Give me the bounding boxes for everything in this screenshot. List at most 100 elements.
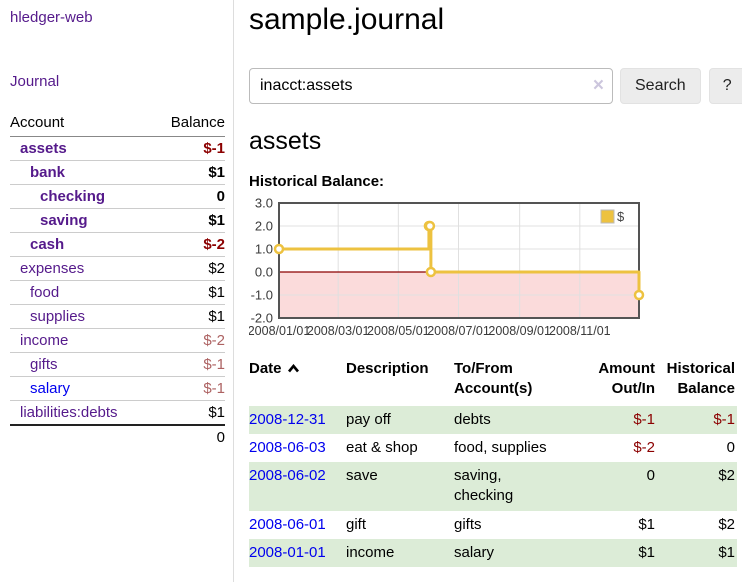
account-balance: $-1 [152,136,225,161]
register-balance: $2 [718,515,735,533]
accounts-header-balance: Balance [152,111,225,137]
register-table: Date Description To/From Account(s) Amou… [249,357,737,567]
search-form: × Search ? [249,68,742,104]
account-balance: $1 [152,304,225,329]
register-accounts: saving, checking [454,467,514,505]
account-balance: $1 [152,208,225,233]
sidebar-account-link[interactable]: assets [20,140,67,157]
y-tick-label: 1.0 [255,242,273,257]
register-date-link[interactable]: 2008-06-02 [249,467,326,484]
sidebar-account-link[interactable]: liabilities:debts [20,404,118,421]
chart-title: Historical Balance: [249,173,385,190]
journal-link[interactable]: Journal [10,73,60,90]
legend-swatch [600,209,615,224]
y-tick-label: 0.0 [255,265,273,280]
register-accounts: gifts [454,515,482,533]
account-balance: $2 [152,256,225,281]
x-tick-label: 2008/07/01 [427,324,490,338]
account-row: checking 0 [10,184,225,209]
account-row: gifts $-1 [10,352,225,377]
account-row: supplies $1 [10,304,225,329]
account-balance: $1 [152,280,225,305]
sidebar-account-link[interactable]: supplies [30,308,86,325]
y-tick-label: -2.0 [251,311,273,326]
sidebar-account-link[interactable]: salary [30,380,71,397]
account-balance: $-1 [152,352,225,377]
account-row: expenses $2 [10,256,225,281]
sidebar-account-link[interactable]: income [20,332,69,349]
register-amount: $-1 [633,410,655,428]
account-row: cash $-2 [10,232,225,257]
accounts-total-row: 0 [10,424,225,449]
x-tick-label: 2008/11/01 [549,324,611,338]
register-accounts: food, supplies [454,438,547,456]
register-row: 2008-06-01 gift gifts $1 $2 [249,511,737,539]
register-description: pay off [346,410,391,428]
register-header-amount: Amount Out/In [598,360,655,398]
account-row: assets $-1 [10,136,225,161]
clear-search-icon[interactable]: × [592,75,604,96]
account-row: liabilities:debts $1 [10,401,225,426]
account-heading: assets [249,127,322,155]
register-row: 2008-06-03 eat & shop food, supplies $-2 0 [249,434,737,462]
register-balance: $-1 [713,410,735,428]
account-balance: $-2 [152,328,225,353]
search-button[interactable]: Search [620,68,701,104]
account-row: salary $-1 [10,376,225,401]
x-tick-label: 2008/03/01 [307,324,370,338]
sidebar: hledger-web Journal Account Balance asse… [0,0,234,582]
register-balance: $2 [718,467,735,484]
sidebar-account-link[interactable]: saving [40,212,88,229]
register-balance: $1 [718,543,735,561]
register-row: 2008-12-31 pay off debts $-1 $-1 [249,405,737,434]
register-amount: $-2 [633,438,655,456]
y-tick-label: 2.0 [255,219,273,234]
account-balance: 0 [152,184,225,209]
sidebar-account-link[interactable]: bank [30,164,66,181]
account-row: income $-2 [10,328,225,353]
register-balance: 0 [726,438,735,456]
register-header-balance: Historical Balance [666,360,735,398]
register-date-link[interactable]: 2008-01-01 [249,543,326,561]
sidebar-account-link[interactable]: food [30,284,60,301]
register-accounts: debts [454,410,491,428]
y-tick-label: 3.0 [255,198,273,211]
register-date-link[interactable]: 2008-06-01 [249,515,326,533]
sidebar-account-link[interactable]: gifts [30,356,58,373]
legend-label: $ [617,209,625,224]
register-description: eat & shop [346,438,418,456]
register-row: 2008-01-01 income salary $1 $1 [249,538,737,567]
register-amount: 0 [646,467,655,484]
account-balance: $1 [208,404,225,421]
account-row: saving $1 [10,208,225,233]
historical-balance-chart: $3.0 2.0 1.0 0.0 -1.0 -2.0 2008/01/01 2008/03/0… [248,196,742,340]
register-date-link[interactable]: 2008-06-03 [249,438,326,456]
account-row: bank $1 [10,160,225,185]
register-row: 2008-06-02 save saving, checking 0 $2 [249,462,737,511]
register-header-accounts: To/From Account(s) [454,360,533,398]
sort-ascending-icon [287,359,300,379]
register-description: gift [346,515,367,533]
account-row: food $1 [10,280,225,305]
sidebar-account-link[interactable]: checking [40,188,106,205]
account-balance: $-1 [152,376,225,401]
sidebar-account-link[interactable]: expenses [20,260,85,277]
register-description: save [346,467,378,484]
search-input[interactable] [249,68,613,104]
register-description: income [346,543,395,561]
register-date-link[interactable]: 2008-12-31 [249,410,326,428]
x-tick-label: 2008/01/01 [249,324,310,338]
register-accounts: salary [454,543,495,561]
sidebar-account-link[interactable]: cash [30,236,65,253]
x-tick-label: 2008/09/01 [488,324,551,338]
account-balance: $1 [152,160,225,185]
y-tick-label: -1.0 [251,288,273,303]
main-content: sample.journal × Search ? assets Histori… [234,0,742,582]
register-header-date[interactable]: Date [249,357,346,406]
x-tick-label: 2008/05/01 [367,324,430,338]
help-button[interactable]: ? [708,68,742,104]
page-title: sample.journal [249,3,445,36]
app-title-link[interactable]: hledger-web [10,9,93,26]
register-header-description: Description [346,360,429,377]
